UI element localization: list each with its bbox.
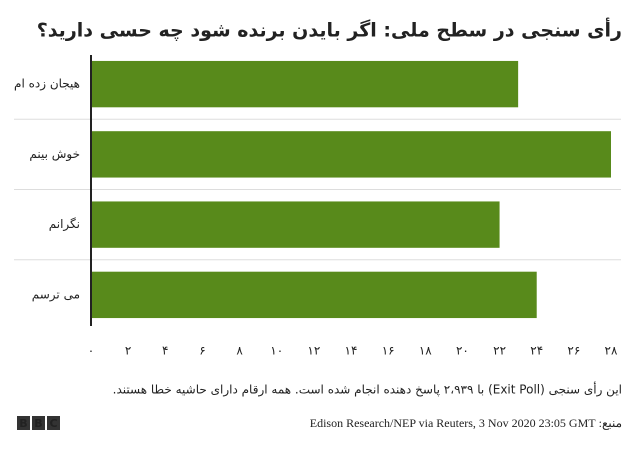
x-tick-label: ۱۶ bbox=[382, 344, 395, 358]
source: منبع: Edison Research/NEP via Reuters, 3… bbox=[310, 416, 622, 430]
logo-letter: B bbox=[34, 417, 42, 430]
bar bbox=[91, 131, 611, 178]
x-tick-label: ۸ bbox=[236, 344, 243, 358]
y-tick-label: خوش بینم bbox=[29, 147, 80, 162]
x-tick-label: ۲۰ bbox=[456, 344, 469, 358]
chart-title: رأی سنجی در سطح ملی: اگر بایدن برنده شود… bbox=[37, 18, 622, 42]
x-tick-label: ۲۸ bbox=[605, 344, 618, 358]
note: این رأی سنجی (Exit Poll) با ۲،۹۳۹ پاسخ د… bbox=[113, 382, 622, 398]
x-tick-label: ۲۲ bbox=[493, 344, 506, 358]
x-tick-label: ۲۶ bbox=[567, 344, 580, 358]
logo-letter: B bbox=[19, 417, 27, 430]
x-tick-label: ۴ bbox=[162, 344, 168, 358]
x-tick-label: ۱۸ bbox=[419, 344, 432, 358]
x-tick-label: ۲۴ bbox=[530, 344, 543, 358]
x-tick-label: ۶ bbox=[199, 344, 205, 358]
logo-box bbox=[32, 416, 45, 430]
x-tick-label: ۱۴ bbox=[345, 344, 358, 358]
bar bbox=[91, 201, 500, 248]
x-tick-label: ۲ bbox=[125, 344, 131, 358]
x-tick-label: ۱۲ bbox=[307, 344, 320, 358]
bar bbox=[91, 60, 519, 108]
y-tick-label: هیجان زده ام bbox=[14, 77, 80, 92]
logo-box bbox=[17, 416, 30, 430]
bar bbox=[91, 271, 537, 319]
logo-letter: C bbox=[49, 417, 57, 430]
logo-box bbox=[47, 416, 60, 430]
y-tick-label: نگرانم bbox=[49, 217, 80, 232]
y-tick-label: می ترسم bbox=[32, 287, 80, 302]
x-tick-label: ۱۰ bbox=[270, 344, 283, 358]
x-tick-label: ۰ bbox=[88, 344, 94, 358]
